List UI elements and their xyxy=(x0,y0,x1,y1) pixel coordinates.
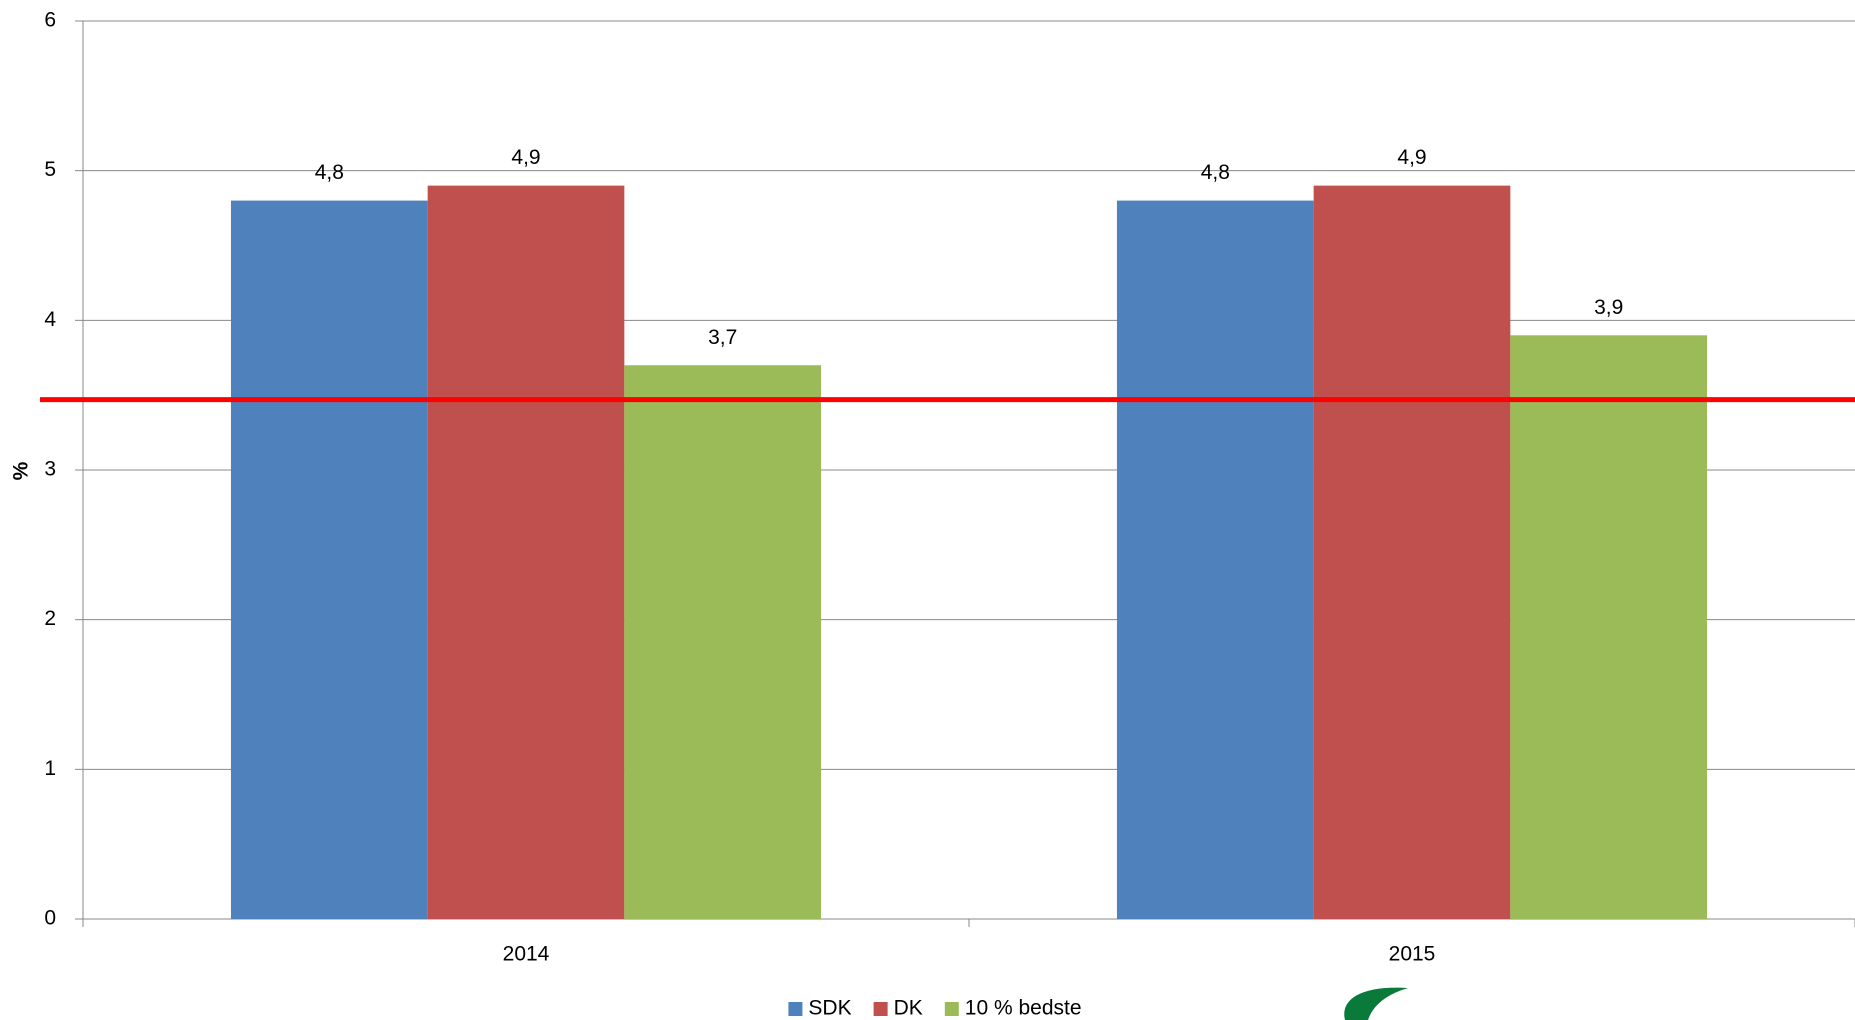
x-tick-label: 2015 xyxy=(1389,943,1436,966)
bar xyxy=(427,185,625,920)
y-axis-label: % xyxy=(10,461,33,480)
logo xyxy=(1344,987,1408,1020)
legend-swatch xyxy=(873,1002,888,1016)
y-tick-label: 4 xyxy=(44,308,56,331)
legend-label: SDK xyxy=(808,997,851,1020)
legend-label: DK xyxy=(894,997,923,1020)
bar xyxy=(1313,185,1511,920)
x-tick-label: 2014 xyxy=(503,943,550,966)
bar xyxy=(1510,335,1708,919)
legend-label: 10 % bedste xyxy=(965,997,1082,1020)
value-label: 3,7 xyxy=(708,326,737,349)
value-label: 4,8 xyxy=(315,161,344,184)
bar xyxy=(1116,200,1314,920)
value-label: 4,8 xyxy=(1201,161,1230,184)
legend-swatch xyxy=(788,1002,803,1016)
bar xyxy=(230,200,428,920)
value-label: 4,9 xyxy=(511,146,540,169)
y-tick-label: 3 xyxy=(44,458,56,481)
y-tick-label: 5 xyxy=(44,158,56,181)
y-tick-label: 6 xyxy=(44,9,56,32)
bar xyxy=(624,365,822,919)
y-tick-label: 0 xyxy=(44,907,56,930)
y-tick-label: 2 xyxy=(44,607,56,630)
legend-swatch xyxy=(944,1002,959,1016)
value-label: 4,9 xyxy=(1397,146,1426,169)
value-label: 3,9 xyxy=(1594,296,1623,319)
y-tick-label: 1 xyxy=(44,757,56,780)
